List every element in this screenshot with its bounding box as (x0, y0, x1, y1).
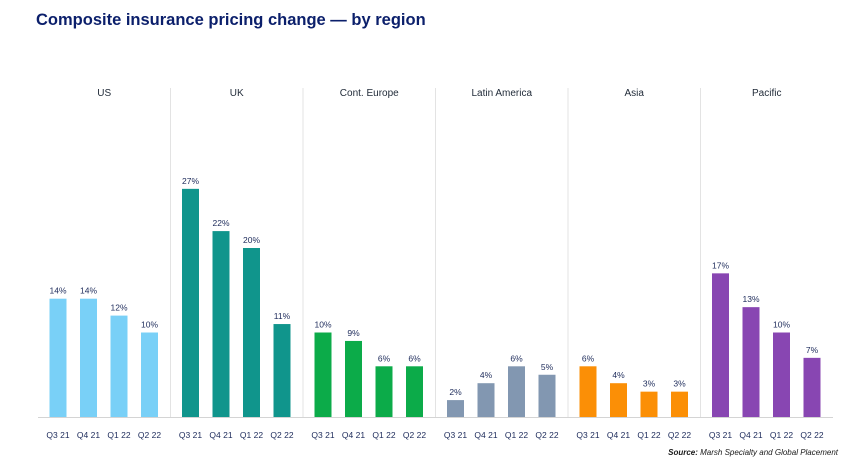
bar-asia-q321 (579, 366, 597, 417)
x-tick-label: Q1 22 (107, 430, 130, 440)
data-label: 2% (449, 387, 462, 397)
data-label: 6% (408, 353, 421, 363)
source-text: Marsh Specialty and Global Placement (697, 448, 838, 457)
bar-asia-q222 (671, 391, 688, 417)
data-label: 9% (347, 328, 360, 338)
bar-latin-america-q321 (447, 400, 464, 417)
data-label: 14% (49, 286, 66, 296)
data-label: 10% (314, 320, 331, 330)
bar-cont-europe-q122 (375, 366, 393, 417)
data-label: 12% (110, 303, 127, 313)
data-label: 6% (510, 353, 523, 363)
bar-pacific-q421 (742, 307, 760, 417)
data-label: 4% (612, 370, 625, 380)
x-tick-label: Q2 22 (138, 430, 161, 440)
x-tick-label: Q3 21 (179, 430, 202, 440)
region-label: Pacific (752, 88, 781, 99)
bar-asia-q421 (610, 383, 627, 417)
data-label: 10% (141, 320, 158, 330)
x-tick-label: Q2 22 (270, 430, 293, 440)
region-label: US (97, 88, 111, 99)
bar-asia-q122 (640, 391, 658, 417)
x-tick-label: Q4 21 (607, 430, 630, 440)
x-tick-label: Q2 22 (535, 430, 558, 440)
data-label: 3% (673, 379, 686, 389)
data-label: 11% (274, 311, 291, 321)
data-label: 6% (582, 353, 595, 363)
x-tick-label: Q3 21 (709, 430, 732, 440)
data-label: 3% (643, 379, 656, 389)
source-label: Source: (668, 448, 698, 457)
x-tick-label: Q3 21 (576, 430, 599, 440)
bar-uk-q222 (273, 324, 291, 417)
data-label: 13% (742, 294, 759, 304)
x-tick-label: Q4 21 (474, 430, 497, 440)
data-label: 4% (480, 370, 493, 380)
data-label: 17% (712, 260, 729, 270)
bar-pacific-q122 (773, 332, 790, 417)
x-tick-label: Q1 22 (372, 430, 395, 440)
x-tick-label: Q1 22 (240, 430, 263, 440)
x-tick-label: Q2 22 (668, 430, 691, 440)
bar-pacific-q222 (803, 357, 821, 417)
bar-pacific-q321 (712, 273, 729, 417)
bar-us-q321 (49, 298, 67, 417)
bar-uk-q421 (212, 231, 230, 417)
x-tick-label: Q4 21 (342, 430, 365, 440)
data-label: 10% (773, 320, 790, 330)
region-label: Asia (625, 88, 645, 99)
x-tick-label: Q4 21 (77, 430, 100, 440)
x-tick-label: Q4 21 (739, 430, 762, 440)
region-label: UK (230, 88, 244, 99)
x-tick-label: Q1 22 (637, 430, 660, 440)
bar-us-q421 (80, 298, 97, 417)
data-label: 7% (806, 345, 819, 355)
x-tick-label: Q4 21 (209, 430, 232, 440)
bar-uk-q321 (182, 188, 199, 417)
bar-cont-europe-q421 (345, 340, 362, 417)
bar-uk-q122 (243, 248, 260, 417)
x-tick-label: Q3 21 (444, 430, 467, 440)
data-label: 14% (80, 286, 97, 296)
region-label: Latin America (471, 88, 532, 99)
x-tick-label: Q3 21 (46, 430, 69, 440)
data-label: 20% (243, 235, 260, 245)
x-tick-label: Q1 22 (505, 430, 528, 440)
data-label: 22% (212, 218, 229, 228)
x-tick-label: Q2 22 (403, 430, 426, 440)
x-tick-label: Q1 22 (770, 430, 793, 440)
data-label: 5% (541, 362, 554, 372)
source-note: Source: Marsh Specialty and Global Place… (668, 448, 838, 457)
bar-cont-europe-q321 (314, 332, 332, 417)
bar-cont-europe-q222 (406, 366, 423, 417)
region-label: Cont. Europe (340, 88, 399, 99)
bar-us-q122 (110, 315, 128, 417)
bar-latin-america-q421 (477, 383, 495, 417)
data-label: 27% (182, 176, 199, 186)
bar-us-q222 (141, 332, 158, 417)
x-tick-label: Q3 21 (311, 430, 334, 440)
data-label: 6% (378, 353, 391, 363)
bar-latin-america-q222 (538, 374, 556, 417)
x-tick-label: Q2 22 (800, 430, 823, 440)
chart-title: Composite insurance pricing change — by … (36, 11, 426, 29)
bar-latin-america-q122 (508, 366, 525, 417)
